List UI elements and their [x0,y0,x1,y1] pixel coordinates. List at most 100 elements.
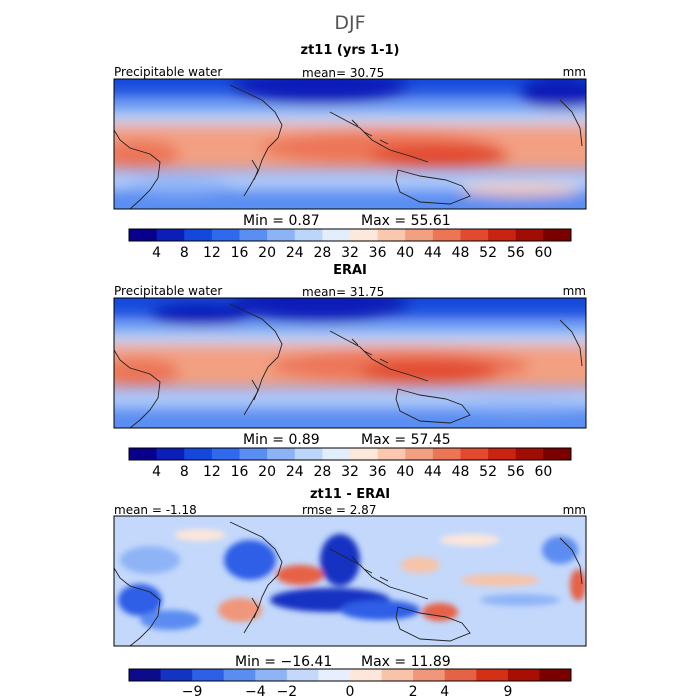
map-field [114,79,586,209]
colorbar-tick-label: 36 [369,245,387,261]
panel-model: zt11 (yrs 1-1) Precipitable water mean= … [113,43,587,261]
colorbar-tick-label: 0 [346,684,355,700]
colorbar-tick-label: 4 [440,684,449,700]
variable-label: Precipitable water [114,284,222,298]
map-field [114,516,586,646]
colorbar-tick-label: 60 [534,245,552,261]
colorbar-swatch [294,448,323,460]
colorbar-frame [128,668,572,682]
min-label: Min = 0.89 [243,432,320,448]
max-label: Max = 11.89 [361,654,451,670]
panel-obs: ERAI Precipitable water mean= 31.75 mm [113,263,587,480]
colorbar-tick-label: 8 [180,464,189,480]
colorbar-tick-label: 48 [452,464,470,480]
colorbar-swatch [318,669,351,681]
colorbar-tick-label: 24 [286,464,304,480]
colorbar-swatch [156,448,185,460]
colorbar-obs: 4 8 12 16 20 24 28 32 36 40 44 48 52 56 60 [128,447,572,480]
colorbar-swatch [476,669,509,681]
mean-label: mean = -1.18 [114,503,197,517]
mean-label: mean= 30.75 [302,66,384,80]
colorbar-swatch [322,229,351,241]
min-label: Min = 0.87 [243,213,320,229]
colorbar-swatch [239,229,268,241]
map-field [114,298,586,428]
colorbar-tick-label: 44 [424,245,442,261]
colorbar-tick-label: 52 [479,464,497,480]
colorbar-tick-label: 28 [313,464,331,480]
colorbar-tick-label: 32 [341,464,359,480]
colorbar-tick-label: 28 [313,245,331,261]
colorbar-tick-label: 48 [452,245,470,261]
colorbar-swatch [405,448,434,460]
colorbar-tick-label: 56 [507,464,525,480]
colorbar-tick-label: 52 [479,245,497,261]
panel-title: zt11 - ERAI [310,487,390,502]
colorbar-swatch [255,669,288,681]
colorbar-swatch [267,229,296,241]
colorbar-tick-label: −9 [182,684,203,700]
colorbar-swatch [211,448,240,460]
colorbar-tick-label: 44 [424,464,442,480]
colorbar-swatch [377,229,406,241]
colorbar-swatch [184,229,213,241]
colorbar-swatch [444,669,477,681]
colorbar-swatch [350,229,379,241]
rmse-label: rmse = 2.87 [302,503,376,517]
figure-title: DJF [334,12,365,34]
colorbar-swatch [413,669,446,681]
colorbar-swatch [543,229,572,241]
colorbar-swatch [286,669,319,681]
max-label: Max = 57.45 [361,432,451,448]
colorbar-swatch [239,448,268,460]
colorbar-swatch [377,448,406,460]
colorbar-swatch [543,448,572,460]
units-label: mm [563,284,586,298]
colorbar-swatch [129,669,161,681]
colorbar-swatch [192,669,225,681]
colorbar-swatch [294,229,323,241]
colorbar-tick-label: 20 [258,245,276,261]
colorbar-tick-label: 40 [396,245,414,261]
colorbar-swatch [488,229,517,241]
colorbar-swatch [432,448,461,460]
panel-title: zt11 (yrs 1-1) [301,43,400,58]
colorbar-swatch [350,669,382,681]
colorbar-frame [128,228,572,242]
colorbar-tick-label: 12 [203,245,221,261]
colorbar-model: 4 8 12 16 20 24 28 32 36 40 44 48 52 56 60 [128,228,572,261]
colorbar-swatch [515,229,544,241]
colorbar-swatch [184,448,213,460]
colorbar-tick-label: 56 [507,245,525,261]
colorbar-tick-label: 16 [231,245,249,261]
colorbar-swatch [211,229,240,241]
colorbar-tick-label: 36 [369,464,387,480]
colorbar-swatch [129,229,158,241]
colorbar-tick-label: 4 [152,464,161,480]
max-label: Max = 55.61 [361,213,451,229]
colorbar-swatch [350,448,379,460]
colorbar-tick-label: 4 [152,245,161,261]
colorbar-tick-label: 60 [534,464,552,480]
colorbar-swatch [160,669,193,681]
colorbar-swatch [381,669,414,681]
colorbar-swatch [129,448,158,460]
panel-diff: zt11 - ERAI mean = -1.18 rmse = 2.87 mm [113,487,587,700]
units-label: mm [563,503,586,517]
colorbar-tick-label: 20 [258,464,276,480]
colorbar-swatch [539,669,572,681]
colorbar-tick-label: −4 [245,684,266,700]
colorbar-frame [128,447,572,461]
colorbar-tick-label: 24 [286,245,304,261]
colorbar-tick-label: 32 [341,245,359,261]
colorbar-swatch [322,448,351,460]
colorbar-tick-label: 2 [409,684,418,700]
colorbar-swatch [405,229,434,241]
colorbar-swatch [267,448,296,460]
colorbar-swatch [515,448,544,460]
colorbar-swatch [507,669,540,681]
colorbar-tick-label: 8 [180,245,189,261]
colorbar-tick-label: −2 [277,684,298,700]
variable-label: Precipitable water [114,65,222,79]
